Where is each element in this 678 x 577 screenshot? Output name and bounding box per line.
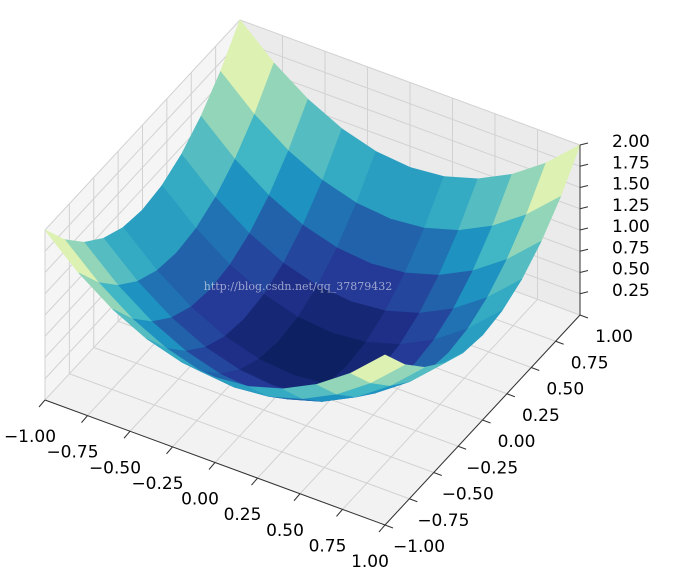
grid-line	[239, 40, 581, 167]
z-tick-label: 2.00	[612, 132, 650, 152]
y-tick-label: −0.50	[442, 485, 494, 505]
tick-mark	[579, 163, 589, 167]
tick-mark	[579, 142, 589, 146]
y-tick-label: 0.00	[498, 432, 536, 452]
x-tick-label: −1.00	[4, 427, 56, 447]
tick-mark	[579, 227, 589, 231]
tick-mark	[555, 340, 564, 345]
tick-mark	[482, 419, 491, 424]
tick-mark	[208, 462, 216, 470]
surface	[44, 19, 581, 402]
tick-mark	[166, 446, 173, 455]
y-tick-label: 0.75	[571, 353, 609, 373]
z-tick-label: 0.50	[612, 260, 650, 280]
tick-mark	[579, 248, 589, 252]
tick-mark	[579, 314, 589, 319]
tick-mark	[531, 367, 540, 371]
x-tick-label: 1.00	[351, 552, 389, 572]
x-tick-label: −0.75	[46, 443, 98, 463]
axes: −1.00−0.75−0.50−0.250.000.250.500.751.00…	[4, 132, 650, 572]
x-tick-label: 0.25	[224, 505, 262, 525]
tick-mark	[457, 445, 467, 450]
tick-mark	[378, 524, 386, 533]
y-tick-label: 0.25	[522, 406, 560, 426]
tick-mark	[81, 415, 88, 423]
tick-mark	[336, 509, 343, 517]
z-tick-label: 1.00	[612, 217, 650, 237]
grid-line	[239, 62, 581, 188]
z-tick-label: 1.25	[612, 196, 650, 216]
tick-mark	[251, 477, 258, 486]
surface-cell	[350, 354, 405, 384]
grid-line	[239, 19, 581, 146]
y-tick-label: 0.50	[546, 380, 584, 400]
y-tick-label: −1.00	[393, 537, 445, 557]
x-tick-label: −0.50	[89, 458, 141, 478]
tick-mark	[506, 393, 516, 398]
y-tick-label: −0.75	[417, 511, 469, 531]
tick-mark	[433, 472, 442, 476]
x-tick-label: 0.75	[309, 536, 347, 556]
x-tick-label: 0.50	[266, 521, 304, 541]
y-tick-label: −0.25	[466, 458, 518, 478]
y-tick-label: 1.00	[595, 327, 633, 347]
tick-mark	[38, 399, 46, 408]
z-tick-label: 1.75	[612, 153, 650, 173]
grid-line	[93, 347, 434, 473]
z-tick-label: 0.75	[612, 238, 650, 258]
grid-line	[69, 373, 410, 500]
tick-mark	[579, 206, 589, 210]
z-tick-label: 0.25	[612, 281, 650, 301]
tick-mark	[409, 498, 418, 503]
x-tick-label: 0.00	[181, 490, 219, 510]
grid-line	[44, 62, 241, 273]
tick-mark	[293, 493, 301, 502]
watermark: http://blog.csdn.net/qq_37879432	[204, 280, 393, 293]
tick-mark	[384, 524, 394, 529]
tick-mark	[579, 270, 589, 273]
grid-line	[44, 40, 241, 252]
x-tick-label: −0.25	[131, 474, 183, 494]
grid-line	[44, 19, 241, 231]
z-tick-label: 1.50	[612, 175, 650, 195]
tick-mark	[579, 185, 589, 188]
tick-mark	[579, 291, 589, 295]
tick-mark	[123, 430, 131, 439]
